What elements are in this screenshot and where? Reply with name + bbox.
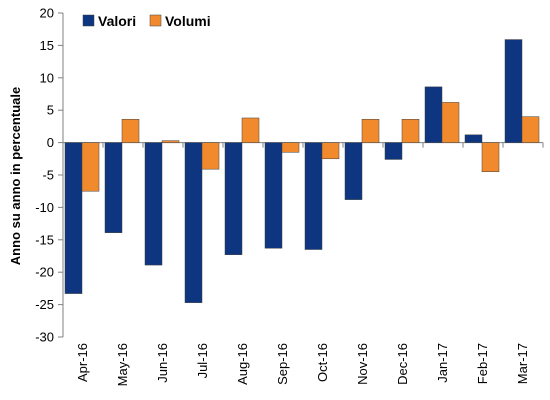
bar-volumi-may-16 bbox=[121, 119, 140, 143]
legend-swatch-valori bbox=[82, 14, 95, 27]
y-tick-label: 5 bbox=[47, 103, 54, 118]
bar-volumi-jul-16 bbox=[201, 142, 220, 170]
x-tick-label: Jun-16 bbox=[155, 343, 170, 383]
bar-volumi-aug-16 bbox=[241, 117, 260, 143]
bar-valori-apr-16 bbox=[64, 142, 83, 294]
bar-valori-dec-16 bbox=[384, 142, 403, 160]
y-tick-label: -25 bbox=[35, 297, 54, 312]
bar-valori-may-16 bbox=[104, 142, 123, 233]
x-tick-label: Apr-16 bbox=[75, 343, 90, 382]
bar-valori-jul-16 bbox=[184, 142, 203, 303]
x-tick-label: May-16 bbox=[115, 343, 130, 386]
x-tick-label: Nov-16 bbox=[355, 343, 370, 385]
bar-valori-sep-16 bbox=[264, 142, 283, 249]
bars bbox=[64, 39, 540, 303]
bar-valori-mar-17 bbox=[504, 39, 523, 143]
tick-labels: -30 -25 -20 -15 -10 -5 0 5 10 15 20 Apr-16 May-16 Jun… bbox=[35, 6, 530, 387]
y-tick-label: -20 bbox=[35, 265, 54, 280]
bar-volumi-dec-16 bbox=[401, 119, 420, 143]
x-tick-label: Aug-16 bbox=[235, 343, 250, 385]
legend-swatch-volumi bbox=[149, 14, 162, 27]
y-tick-label: -30 bbox=[35, 330, 54, 345]
bar-valori-feb-17 bbox=[464, 134, 483, 143]
bar-volumi-oct-16 bbox=[321, 142, 340, 160]
y-axis-label: Anno su anno in percentuale bbox=[8, 87, 23, 265]
bar-valori-jan-17 bbox=[424, 86, 443, 143]
bar-volumi-sep-16 bbox=[281, 142, 300, 153]
x-tick-label: Sep-16 bbox=[275, 343, 290, 385]
x-tick-label: Jul-16 bbox=[195, 343, 210, 378]
axes bbox=[58, 12, 544, 338]
bar-volumi-jan-17 bbox=[441, 102, 460, 143]
x-tick-label: Mar-17 bbox=[515, 343, 530, 384]
legend-label-valori: Valori bbox=[98, 13, 136, 29]
legend: Valori Volumi bbox=[82, 13, 211, 29]
bar-volumi-jun-16 bbox=[161, 140, 180, 143]
bar-volumi-nov-16 bbox=[361, 119, 380, 143]
y-tick-label: -15 bbox=[35, 232, 54, 247]
legend-label-volumi: Volumi bbox=[165, 13, 211, 29]
bar-valori-oct-16 bbox=[304, 142, 323, 250]
bar-valori-aug-16 bbox=[224, 142, 243, 255]
y-tick-label: 0 bbox=[47, 135, 54, 150]
bar-valori-jun-16 bbox=[144, 142, 163, 266]
y-tick-label: 20 bbox=[40, 6, 54, 21]
x-tick-label: Dec-16 bbox=[395, 343, 410, 385]
y-tick-label: 15 bbox=[40, 38, 54, 53]
bar-volumi-mar-17 bbox=[521, 116, 540, 143]
bar-volumi-feb-17 bbox=[481, 142, 500, 173]
y-tick-label: -10 bbox=[35, 200, 54, 215]
x-tick-label: Feb-17 bbox=[475, 343, 490, 384]
x-tick-label: Oct-16 bbox=[315, 343, 330, 382]
bar-volumi-apr-16 bbox=[81, 142, 100, 192]
bar-valori-nov-16 bbox=[344, 142, 363, 200]
x-tick-label: Jan-17 bbox=[435, 343, 450, 383]
y-tick-label: 10 bbox=[40, 70, 54, 85]
y-tick-label: -5 bbox=[42, 168, 54, 183]
